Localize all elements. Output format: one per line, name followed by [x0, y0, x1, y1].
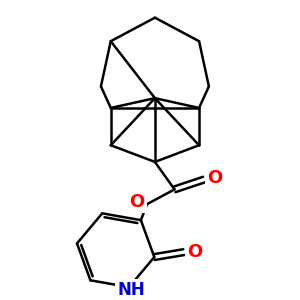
Text: NH: NH	[117, 281, 145, 299]
Text: O: O	[207, 169, 222, 187]
Text: O: O	[187, 243, 202, 261]
Text: O: O	[130, 193, 145, 211]
